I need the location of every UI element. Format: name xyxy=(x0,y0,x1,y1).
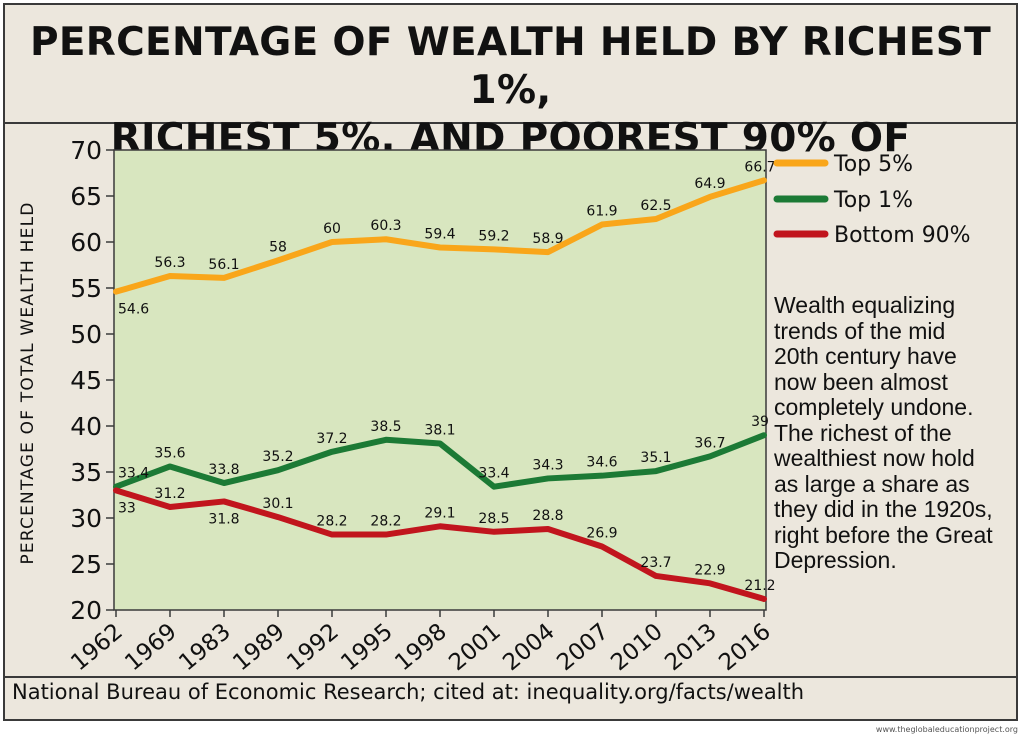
y-tick-label: 45 xyxy=(70,366,102,395)
data-label: 28.8 xyxy=(532,508,563,524)
x-tick-label: 2001 xyxy=(444,619,506,677)
data-label: 38.5 xyxy=(370,419,401,435)
data-label: 33.4 xyxy=(478,466,509,482)
data-label: 26.9 xyxy=(586,526,617,542)
y-tick-label: 70 xyxy=(70,136,102,165)
y-tick-label: 65 xyxy=(70,182,102,211)
series-line xyxy=(113,177,767,295)
footer-divider xyxy=(5,676,1016,678)
data-label: 30.1 xyxy=(262,496,293,512)
x-tick-label: 2004 xyxy=(498,619,560,677)
y-tick-label: 35 xyxy=(70,458,102,487)
data-label: 21.2 xyxy=(744,578,775,594)
data-label: 37.2 xyxy=(316,431,347,447)
data-label: 35.1 xyxy=(640,450,671,466)
x-tick-label: 1995 xyxy=(336,619,398,677)
y-tick-label: 55 xyxy=(70,274,102,303)
y-tick-label: 20 xyxy=(70,596,102,625)
data-label: 34.6 xyxy=(586,455,617,471)
data-label: 29.1 xyxy=(424,505,455,521)
x-tick-label: 2010 xyxy=(606,619,668,677)
data-label: 62.5 xyxy=(640,198,671,214)
data-label: 39 xyxy=(751,414,769,430)
x-tick-label: 1962 xyxy=(66,619,128,677)
data-label: 33.8 xyxy=(208,462,239,478)
series-line xyxy=(113,432,767,490)
plot-area xyxy=(113,149,767,611)
data-label: 35.2 xyxy=(262,449,293,465)
x-tick-label: 1989 xyxy=(228,619,290,677)
data-label: 66.7 xyxy=(744,159,775,175)
data-label: 31.8 xyxy=(208,511,239,527)
source-credit: National Bureau of Economic Research; ci… xyxy=(12,680,805,704)
x-tick-label: 2007 xyxy=(552,619,614,677)
data-label: 54.6 xyxy=(118,302,149,318)
legend-label: Top 5% xyxy=(833,152,913,177)
data-label: 28.2 xyxy=(316,514,347,530)
y-tick-label: 25 xyxy=(70,550,102,579)
data-label: 28.2 xyxy=(370,514,401,530)
series-line xyxy=(113,487,767,602)
data-label: 60.3 xyxy=(370,218,401,234)
x-tick-label: 1992 xyxy=(282,619,344,677)
x-tick-label: 2016 xyxy=(714,619,776,677)
data-label: 33.4 xyxy=(118,466,149,482)
data-label: 36.7 xyxy=(694,435,725,451)
chart-title-line-1: PERCENTAGE OF WEALTH HELD BY RICHEST 1%, xyxy=(29,20,991,113)
data-label: 31.2 xyxy=(154,486,185,502)
legend-label: Bottom 90% xyxy=(834,223,971,248)
data-label: 58 xyxy=(269,239,287,255)
y-axis-title: PERCENTAGE OF TOTAL WEALTH HELD xyxy=(18,201,38,564)
data-label: 56.1 xyxy=(208,257,239,273)
x-tick-label: 1998 xyxy=(390,619,452,677)
data-label: 58.9 xyxy=(532,231,563,247)
data-label: 64.9 xyxy=(694,176,725,192)
legend-label: Top 1% xyxy=(833,188,913,213)
data-label: 59.4 xyxy=(424,227,455,243)
data-label: 60 xyxy=(323,221,341,237)
data-label: 56.3 xyxy=(154,255,185,271)
x-tick-label: 1969 xyxy=(120,619,182,677)
y-tick-label: 60 xyxy=(70,228,102,257)
y-tick-label: 50 xyxy=(70,320,102,349)
y-tick-label: 40 xyxy=(70,412,102,441)
data-label: 23.7 xyxy=(640,555,671,571)
data-label: 22.9 xyxy=(694,562,725,578)
data-label: 61.9 xyxy=(586,204,617,220)
x-tick-label: 2013 xyxy=(660,619,722,677)
data-label: 34.3 xyxy=(532,457,563,473)
annotation-note: Wealth equalizing trends of the mid 20th… xyxy=(774,292,993,573)
y-tick-label: 30 xyxy=(70,504,102,533)
data-label: 38.1 xyxy=(424,422,455,438)
watermark: www.theglobaleducationproject.org xyxy=(875,725,1018,734)
data-label: 28.5 xyxy=(478,511,509,527)
data-label: 35.6 xyxy=(154,445,185,461)
data-label: 59.2 xyxy=(478,228,509,244)
x-tick-label: 1983 xyxy=(174,619,236,677)
data-label: 33 xyxy=(118,500,136,516)
